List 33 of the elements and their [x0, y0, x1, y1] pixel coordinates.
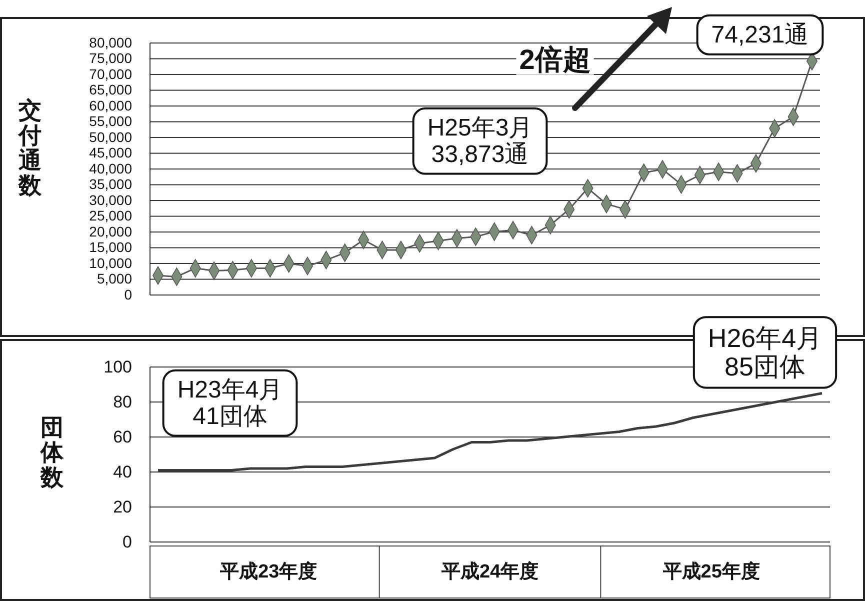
y-axis-title: 団体数: [40, 414, 64, 490]
annotation: H25年3月 33,873通: [427, 114, 533, 168]
y-tick-label: 20,000: [89, 223, 132, 240]
y-tick-label: 75,000: [89, 50, 132, 66]
annotation: H26年4月 85団体: [708, 323, 822, 382]
y-tick-label: 65,000: [89, 82, 132, 98]
x-tick-label: 平成23年度: [219, 560, 318, 582]
annotation: 2倍超: [519, 44, 591, 75]
y-tick-label: 60,000: [89, 97, 132, 114]
y-tick-label: 0: [122, 532, 132, 552]
y-tick-label: 40,000: [89, 160, 132, 176]
y-tick-label: 80,000: [89, 34, 132, 50]
y-tick-label: 100: [104, 357, 132, 376]
y-tick-label: 25,000: [89, 208, 132, 224]
y-tick-label: 20: [113, 497, 132, 516]
x-tick-label: 平成24年度: [440, 560, 539, 582]
x-tick-label: 平成25年度: [662, 560, 760, 582]
annotation: H23年4月 41団体: [177, 376, 283, 430]
y-tick-label: 40: [113, 462, 132, 482]
y-tick-label: 45,000: [89, 144, 132, 161]
y-tick-label: 60: [113, 427, 132, 446]
y-tick-label: 0: [124, 286, 132, 302]
y-tick-label: 50,000: [89, 128, 132, 145]
y-tick-label: 15,000: [89, 239, 132, 256]
y-tick-label: 35,000: [89, 176, 132, 192]
y-tick-label: 55,000: [89, 113, 132, 130]
y-axis-title: 交付通数: [18, 97, 42, 198]
y-tick-label: 80: [113, 392, 132, 412]
y-tick-label: 5,000: [96, 270, 132, 287]
y-tick-label: 70,000: [89, 66, 132, 82]
y-tick-label: 10,000: [89, 254, 132, 271]
y-tick-label: 30,000: [89, 192, 132, 208]
annotation: 74,231通: [711, 21, 809, 48]
